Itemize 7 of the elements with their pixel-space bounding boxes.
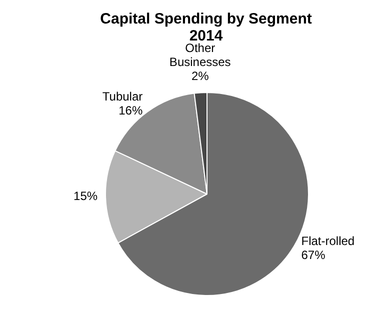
- data-label: 15%: [74, 188, 98, 203]
- slice-label: Other Businesses: [169, 41, 231, 70]
- data-label: 67%: [301, 248, 326, 262]
- data-label: 16%: [118, 104, 143, 118]
- slice-label: Tubular: [102, 90, 143, 104]
- data-label: 2%: [191, 69, 210, 84]
- slice-label: Flat-rolled: [301, 234, 355, 248]
